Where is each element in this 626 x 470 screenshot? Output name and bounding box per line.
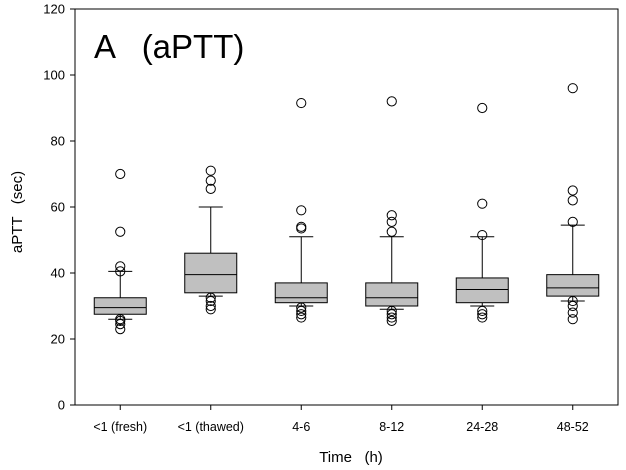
outlier-point xyxy=(296,205,307,216)
outlier-point xyxy=(567,300,578,312)
x-tick-label: <1 (thawed) xyxy=(178,420,244,434)
outlier-point xyxy=(477,309,488,320)
outlier-point xyxy=(205,165,216,176)
outlier-point xyxy=(567,185,578,196)
iqr-box xyxy=(93,297,147,315)
outlier-point xyxy=(205,175,216,186)
x-tick-label: <1 (fresh) xyxy=(93,420,147,434)
outlier-point xyxy=(567,307,578,318)
outlier-point xyxy=(567,83,578,94)
x-tick-label: 4-6 xyxy=(292,420,310,434)
iqr-box xyxy=(365,282,419,307)
outlier-point xyxy=(115,261,126,272)
outlier-point xyxy=(386,305,397,317)
outlier-point xyxy=(205,304,216,315)
outlier-point xyxy=(115,226,126,237)
outlier-point xyxy=(567,295,578,307)
outlier-point xyxy=(386,312,397,323)
outlier-point xyxy=(296,302,307,313)
outlier-point xyxy=(567,216,578,227)
outlier-point xyxy=(296,97,307,109)
outlier-point xyxy=(477,102,488,114)
iqr-box xyxy=(546,274,600,297)
outlier-point xyxy=(477,305,488,317)
outlier-point xyxy=(567,314,578,325)
outlier-point xyxy=(115,319,126,330)
box-group xyxy=(365,96,419,326)
box-group xyxy=(274,97,328,323)
box-group xyxy=(93,168,147,335)
outlier-point xyxy=(115,324,126,335)
outlier-point xyxy=(205,292,216,303)
outlier-point xyxy=(296,312,307,323)
iqr-box xyxy=(455,277,509,304)
outlier-point xyxy=(205,183,216,194)
outlier-point xyxy=(386,96,397,107)
y-tick-label: 60 xyxy=(51,200,65,215)
outlier-point xyxy=(386,226,397,237)
chart-title: A (aPTT) xyxy=(94,28,244,65)
y-axis: 0 20 40 60 80 100 120 xyxy=(43,2,75,413)
y-tick-label: 0 xyxy=(58,398,65,413)
outlier-point xyxy=(296,309,307,320)
x-tick-label: 24-28 xyxy=(466,420,498,434)
outlier-point xyxy=(115,266,126,277)
outlier-point xyxy=(386,210,397,221)
x-axis: <1 (fresh) <1 (thawed) 4-6 8-12 24-28 48-52 xyxy=(93,405,589,434)
x-tick-label: 48-52 xyxy=(557,420,589,434)
outlier-point xyxy=(477,198,488,209)
outlier-point xyxy=(386,216,397,227)
box-group xyxy=(184,165,238,315)
plot-frame xyxy=(74,8,619,406)
y-axis-title: aPTT (sec) xyxy=(9,171,26,253)
y-tick-label: 120 xyxy=(43,2,65,17)
y-tick-label: 20 xyxy=(51,332,65,347)
outlier-point xyxy=(567,195,578,206)
outlier-point xyxy=(477,312,488,323)
outlier-point xyxy=(386,315,397,326)
outlier-point xyxy=(386,309,397,320)
outlier-point xyxy=(296,221,307,232)
y-tick-label: 100 xyxy=(43,68,65,83)
outlier-point xyxy=(477,229,488,241)
y-tick-label: 40 xyxy=(51,266,65,281)
outlier-point xyxy=(296,305,307,317)
iqr-box xyxy=(184,252,238,294)
y-tick-label: 80 xyxy=(51,134,65,149)
box-group xyxy=(546,83,600,325)
outlier-point xyxy=(115,314,126,325)
box-group xyxy=(455,102,509,323)
outlier-point xyxy=(205,300,216,312)
outlier-point xyxy=(115,168,126,180)
outlier-point xyxy=(205,295,216,307)
iqr-box xyxy=(274,282,328,304)
box-series xyxy=(93,83,600,335)
x-axis-title: Time (h) xyxy=(319,449,383,466)
x-tick-label: 8-12 xyxy=(379,420,404,434)
